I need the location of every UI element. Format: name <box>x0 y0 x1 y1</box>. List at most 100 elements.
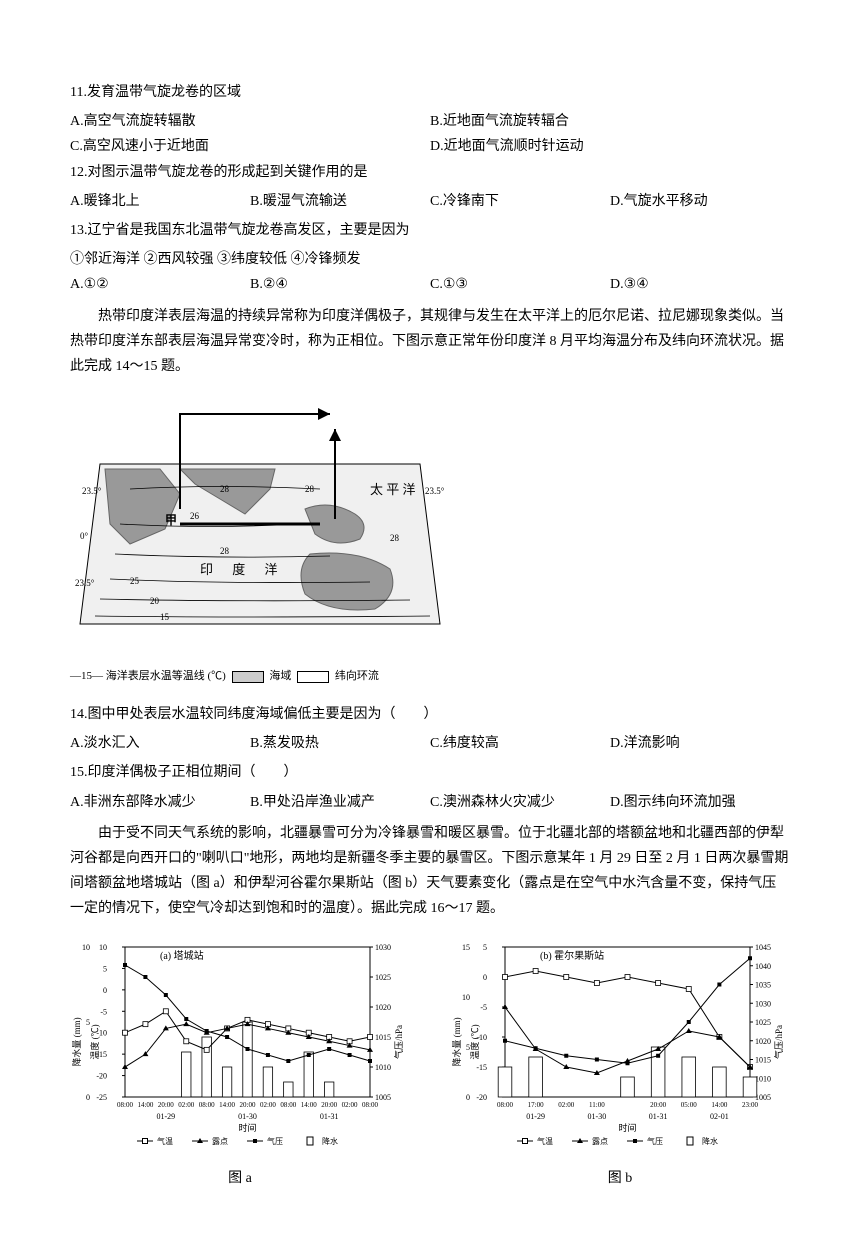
charts-row: (a) 塔城站-25-20-15-10-50510051010051010101… <box>70 932 790 1191</box>
svg-text:08:00: 08:00 <box>117 1101 133 1109</box>
svg-text:02:00: 02:00 <box>558 1101 574 1109</box>
svg-text:气压: 气压 <box>267 1136 283 1146</box>
q15-opt-b: B.甲处沿岸渔业减产 <box>250 790 430 815</box>
svg-text:08:00: 08:00 <box>199 1101 215 1109</box>
svg-text:露点: 露点 <box>592 1137 608 1146</box>
svg-text:0: 0 <box>86 1093 90 1102</box>
legend-sea-box <box>232 671 264 683</box>
svg-text:0: 0 <box>483 973 487 982</box>
svg-text:11:00: 11:00 <box>589 1101 605 1109</box>
svg-text:1020: 1020 <box>755 1036 771 1045</box>
svg-text:10: 10 <box>82 943 90 952</box>
legend-circ-box <box>297 671 329 683</box>
map-figure: 太 平 洋 印 度 洋 甲 23.5° 0° 23.5° 23.5° 28 28… <box>70 394 790 687</box>
svg-text:02:00: 02:00 <box>342 1101 358 1109</box>
q15-opt-d: D.图示纬向环流加强 <box>610 790 790 815</box>
svg-text:露点: 露点 <box>212 1137 228 1146</box>
svg-text:10: 10 <box>462 993 470 1002</box>
t15: 15 <box>160 612 170 622</box>
svg-text:0: 0 <box>103 985 107 994</box>
q11-opt-c: C.高空风速小于近地面 <box>70 134 430 159</box>
q11-text: 11.发育温带气旋龙卷的区域 <box>70 85 241 100</box>
svg-text:23:00: 23:00 <box>742 1101 758 1109</box>
svg-text:气压: 气压 <box>647 1136 663 1146</box>
q13-opt-c: C.①③ <box>430 272 610 297</box>
question-13: 13.辽宁省是我国东北温带气旋龙卷高发区，主要是因为 <box>70 218 790 243</box>
chart-b-box: (b) 霍尔果斯站-20-15-10-505051015100510101015… <box>450 932 790 1191</box>
chart-a: (a) 塔城站-25-20-15-10-50510051010051010101… <box>70 932 410 1152</box>
question-15: 15.印度洋偶极子正相位期间（ ） <box>70 760 790 785</box>
svg-text:气压/hPa: 气压/hPa <box>773 1025 784 1059</box>
svg-text:降水量 (mm): 降水量 (mm) <box>451 1017 462 1066</box>
t28b: 28 <box>305 484 315 494</box>
q11-options-row1: A.高空气流旋转辐散 B.近地面气流旋转辐合 <box>70 109 790 134</box>
svg-text:-5: -5 <box>100 1007 107 1016</box>
q12-opt-b: B.暖湿气流输送 <box>250 189 430 214</box>
q13-opt-b: B.②④ <box>250 272 430 297</box>
jia-label: 甲 <box>165 513 177 527</box>
svg-text:15: 15 <box>462 943 470 952</box>
q14-opt-b: B.蒸发吸热 <box>250 731 430 756</box>
question-12: 12.对图示温带气旋龙卷的形成起到关键作用的是 <box>70 160 790 185</box>
t20: 20 <box>150 596 160 606</box>
lat-235n-r: 23.5° <box>425 486 445 496</box>
svg-text:气温: 气温 <box>537 1136 553 1146</box>
q13-sub: ①邻近海洋 ②西风较强 ③纬度较低 ④冷锋频发 <box>70 247 790 272</box>
q14-opt-a: A.淡水汇入 <box>70 731 250 756</box>
svg-text:1030: 1030 <box>755 999 771 1008</box>
q15-options: A.非洲东部降水减少 B.甲处沿岸渔业减产 C.澳洲森林火灾减少 D.图示纬向环… <box>70 790 790 815</box>
passage-2: 由于受不同天气系统的影响，北疆暴雪可分为冷锋暴雪和暖区暴雪。位于北疆北部的塔额盆… <box>70 821 790 922</box>
passage-1: 热带印度洋表层海温的持续异常称为印度洋偶极子，其规律与发生在太平洋上的厄尔尼诺、… <box>70 304 790 380</box>
legend-sea: 海域 <box>269 670 291 682</box>
t28a: 28 <box>220 484 230 494</box>
svg-text:20:00: 20:00 <box>650 1101 666 1109</box>
svg-text:0: 0 <box>466 1093 470 1102</box>
q14-text: 14.图中甲处表层水温较同纬度海域偏低主要是因为（ ） <box>70 707 438 722</box>
svg-text:14:00: 14:00 <box>711 1101 727 1109</box>
svg-text:气温: 气温 <box>157 1136 173 1146</box>
q13-options: A.①② B.②④ C.①③ D.③④ <box>70 272 790 297</box>
svg-text:-20: -20 <box>476 1093 487 1102</box>
lat-235n: 23.5° <box>82 486 102 496</box>
svg-text:时间: 时间 <box>618 1122 636 1133</box>
q15-opt-a: A.非洲东部降水减少 <box>70 790 250 815</box>
q14-opt-d: D.洋流影响 <box>610 731 790 756</box>
map-legend: —15— 海洋表层水温等温线 (℃) 海域 纬向环流 <box>70 667 790 687</box>
q11-opt-d: D.近地面气流顺时针运动 <box>430 134 790 159</box>
svg-text:1015: 1015 <box>375 1033 391 1042</box>
q12-text: 12.对图示温带气旋龙卷的形成起到关键作用的是 <box>70 165 368 180</box>
t28c: 28 <box>220 546 230 556</box>
q14-options: A.淡水汇入 B.蒸发吸热 C.纬度较高 D.洋流影响 <box>70 731 790 756</box>
chart-a-box: (a) 塔城站-25-20-15-10-50510051010051010101… <box>70 932 410 1191</box>
svg-text:1025: 1025 <box>755 1018 771 1027</box>
svg-text:05:00: 05:00 <box>681 1101 697 1109</box>
svg-text:20:00: 20:00 <box>158 1101 174 1109</box>
svg-text:-5: -5 <box>480 1003 487 1012</box>
t26: 26 <box>190 511 200 521</box>
svg-text:20:00: 20:00 <box>240 1101 256 1109</box>
q14-opt-c: C.纬度较高 <box>430 731 610 756</box>
svg-text:温度 (℃): 温度 (℃) <box>89 1024 100 1059</box>
svg-text:时间: 时间 <box>238 1122 256 1133</box>
svg-text:14:00: 14:00 <box>301 1101 317 1109</box>
svg-text:1010: 1010 <box>375 1063 391 1072</box>
svg-text:(a) 塔城站: (a) 塔城站 <box>160 949 204 962</box>
chart-a-label: 图 a <box>70 1166 410 1191</box>
svg-text:5: 5 <box>483 943 487 952</box>
svg-text:02-01: 02-01 <box>710 1112 729 1121</box>
q11-opt-b: B.近地面气流旋转辐合 <box>430 109 790 134</box>
q15-opt-c: C.澳洲森林火灾减少 <box>430 790 610 815</box>
legend-circ: 纬向环流 <box>335 670 379 682</box>
svg-text:01-30: 01-30 <box>238 1112 257 1121</box>
lat-235s: 23.5° <box>75 578 95 588</box>
q12-options: A.暖锋北上 B.暖湿气流输送 C.冷锋南下 D.气旋水平移动 <box>70 189 790 214</box>
chart-b-label: 图 b <box>450 1166 790 1191</box>
q13-opt-a: A.①② <box>70 272 250 297</box>
q13-opt-d: D.③④ <box>610 272 790 297</box>
svg-text:08:00: 08:00 <box>497 1101 513 1109</box>
svg-text:01-30: 01-30 <box>588 1112 607 1121</box>
svg-text:14:00: 14:00 <box>137 1101 153 1109</box>
q12-opt-d: D.气旋水平移动 <box>610 189 790 214</box>
svg-text:(b) 霍尔果斯站: (b) 霍尔果斯站 <box>540 949 604 962</box>
svg-text:温度 (℃): 温度 (℃) <box>469 1024 480 1059</box>
